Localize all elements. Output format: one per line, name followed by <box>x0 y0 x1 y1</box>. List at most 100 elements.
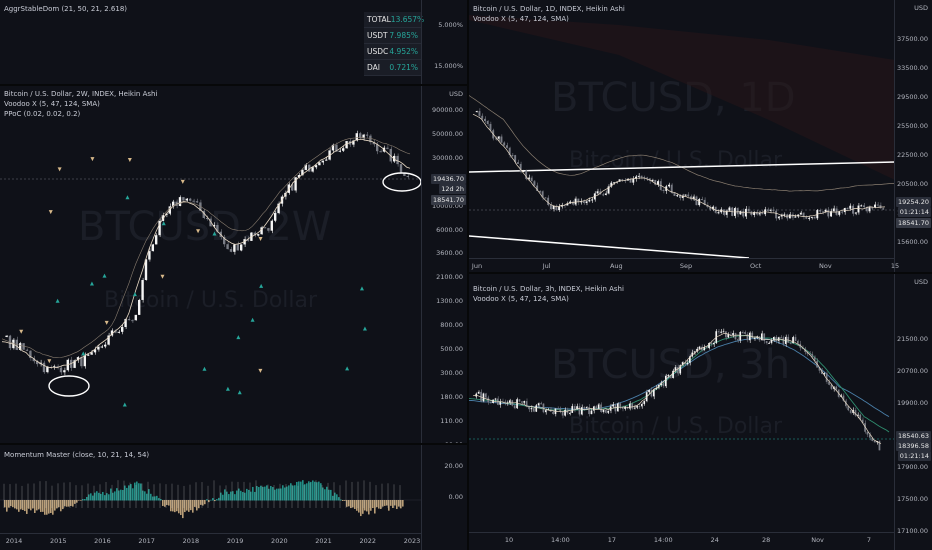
momentum-bar <box>386 500 388 506</box>
axis-tick: 20700.00 <box>896 367 928 375</box>
momentum-bar <box>186 500 188 511</box>
daily-candle <box>475 111 478 113</box>
weekly-candle <box>59 367 63 373</box>
weekly-price-plot[interactable] <box>0 86 467 443</box>
daily-price-plot[interactable] <box>469 0 932 272</box>
momentum-bar <box>398 500 400 507</box>
time-axis[interactable]: Jun Jul Aug Sep Oct Nov 15 <box>469 258 899 272</box>
momentum-bar <box>248 489 250 501</box>
hourly-candle <box>612 404 614 407</box>
momentum-plot[interactable] <box>0 445 467 550</box>
weekly-candle <box>270 220 273 231</box>
momentum-bar <box>52 500 54 515</box>
daily-candle <box>769 209 772 211</box>
time-axis[interactable]: 2014 2015 2016 2017 2018 2019 2020 2021 2022 2023 <box>0 533 422 550</box>
daily-candle <box>852 205 854 214</box>
momentum-bar <box>330 489 332 501</box>
momentum-bar <box>72 500 74 507</box>
pane-separator-vertical[interactable] <box>467 0 469 550</box>
weekly-candle <box>182 197 185 201</box>
indicator-title: Voodoo X (5, 47, 124, SMA) <box>473 295 569 303</box>
daily-candle <box>692 196 695 200</box>
hourly-candle <box>561 411 564 416</box>
weekly-candle <box>104 344 107 347</box>
momentum-bar <box>394 500 396 506</box>
weekly-candle <box>308 164 311 172</box>
hourly-candle <box>518 399 521 402</box>
momentum-bar <box>58 500 60 508</box>
dominance-price-axis[interactable]: 5.000% 15.000% <box>421 0 467 84</box>
axis-tick: 17500.00 <box>896 495 928 503</box>
time-tick: Oct <box>750 262 762 270</box>
dominance-row-dai: DAI 0.721% <box>364 60 421 76</box>
hourly-candle <box>813 356 816 361</box>
daily-candle <box>874 204 876 208</box>
daily-candle <box>783 214 786 216</box>
daily-candle <box>640 175 643 178</box>
countdown-tag: 01:21:14 <box>897 451 931 461</box>
dom-name: TOTAL <box>367 15 391 24</box>
momentum-bar <box>48 500 50 514</box>
daily-candle <box>695 196 698 206</box>
voodoo-band-line <box>1 138 411 369</box>
time-tick: Nov <box>811 536 824 544</box>
daily-candle <box>571 201 574 205</box>
momentum-bar <box>162 500 164 506</box>
axis-tick: 110.00 <box>440 416 463 425</box>
hourly-price-axis[interactable]: USD21500.0020700.0019900.0019100.0017900… <box>894 274 932 550</box>
hourly-candle <box>739 331 742 341</box>
time-axis[interactable]: 10 14:00 17 14:00 24 28 Nov 7 <box>469 532 895 550</box>
momentum-bar <box>216 499 218 501</box>
price-line-tag: 18541.70 <box>895 218 931 228</box>
momentum-bar <box>38 500 40 510</box>
pane-separator[interactable] <box>0 84 467 86</box>
last-price-tag: 18540.63 <box>895 431 931 441</box>
momentum-bar <box>34 500 36 513</box>
momentum-bar <box>206 499 208 501</box>
hourly-candle <box>734 333 737 340</box>
weekly-candle <box>240 244 243 251</box>
weekly-candle <box>274 213 277 221</box>
momentum-bar <box>94 492 96 501</box>
pane-separator[interactable] <box>469 272 932 274</box>
hourly-candle <box>842 395 845 401</box>
weekly-candle <box>100 346 103 348</box>
buy-signal-marker <box>237 390 242 395</box>
hourly-candle <box>710 342 713 345</box>
dominance-pane: AggrStableDom (21, 50, 21, 2.618) TOTAL 1… <box>0 0 467 84</box>
momentum-bar <box>178 500 180 514</box>
weekly-candle <box>355 133 358 141</box>
momentum-bar <box>344 500 346 501</box>
daily-candle <box>805 216 808 219</box>
axis-tick: 29500.00 <box>896 93 928 101</box>
momentum-bar <box>210 499 212 501</box>
momentum-bar <box>364 500 366 511</box>
hourly-candle <box>725 331 727 338</box>
weekly-candle <box>148 251 151 260</box>
hourly-price-plot[interactable] <box>469 274 932 550</box>
daily-candle <box>486 120 489 125</box>
weekly-candle <box>76 357 80 361</box>
momentum-bar <box>256 486 258 501</box>
daily-price-axis[interactable]: USD 37500.00 33500.00 29500.00 25500.00 22500… <box>894 0 932 272</box>
momentum-bar <box>306 483 308 501</box>
daily-candle <box>646 177 648 179</box>
daily-candle <box>602 194 605 196</box>
momentum-bar <box>342 500 344 501</box>
weekly-candle <box>22 343 25 350</box>
momentum-bar <box>176 500 178 512</box>
pane-separator[interactable] <box>0 443 467 445</box>
momentum-bar <box>296 481 298 501</box>
momentum-bar <box>68 500 70 507</box>
momentum-bar <box>396 500 398 510</box>
momentum-bar <box>204 500 206 505</box>
weekly-candle <box>406 175 409 177</box>
hourly-candle <box>691 352 694 357</box>
momentum-axis[interactable]: 20.00 0.00 <box>421 445 467 550</box>
sell-signal-marker <box>90 157 95 162</box>
time-tick: 2015 <box>49 537 67 545</box>
weekly-candle <box>314 165 318 168</box>
momentum-bar <box>316 482 318 501</box>
momentum-bar <box>390 500 392 506</box>
weekly-price-axis[interactable]: USD90000.0050000.0030000.0018000.0010000… <box>421 86 467 443</box>
